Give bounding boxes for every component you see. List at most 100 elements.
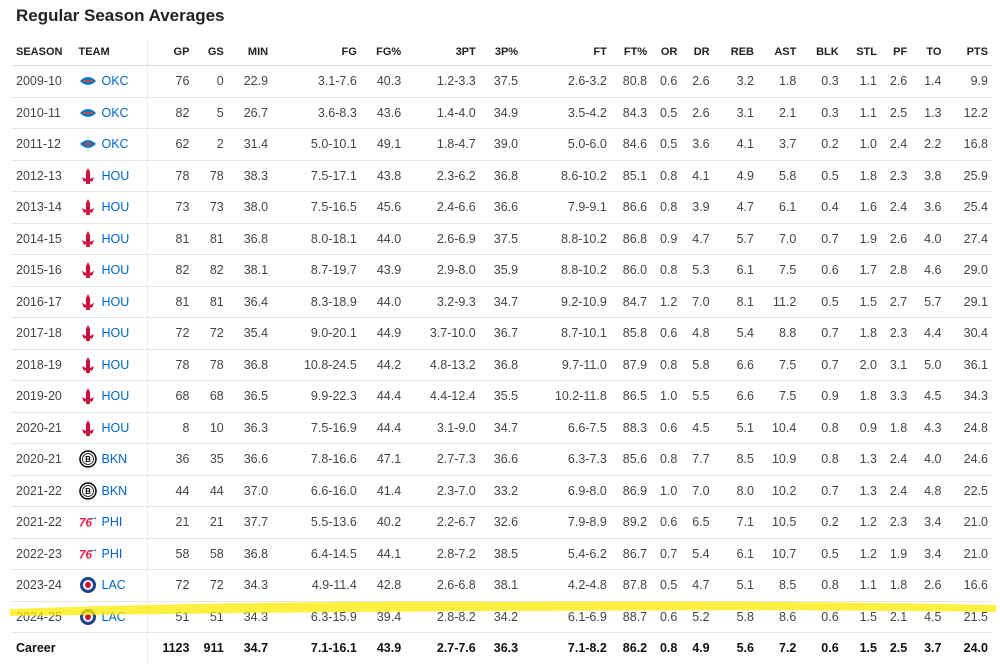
team-link[interactable]: OKC bbox=[101, 105, 129, 120]
stl-cell: 1.8 bbox=[842, 317, 881, 350]
team-link[interactable]: PHI bbox=[101, 515, 123, 530]
svg-text:76: 76 bbox=[79, 517, 93, 530]
svg-text:76: 76 bbox=[79, 548, 93, 561]
team-cell: HOU bbox=[74, 317, 148, 350]
team-link[interactable]: HOU bbox=[101, 168, 130, 183]
gs-cell: 68 bbox=[193, 380, 228, 413]
team-link[interactable]: HOU bbox=[101, 294, 130, 309]
reb-cell: 8.5 bbox=[713, 443, 758, 476]
gs-cell: 44 bbox=[193, 475, 228, 507]
blk-cell: 0.7 bbox=[800, 223, 843, 255]
stl-cell: 1.9 bbox=[842, 223, 881, 255]
reb-cell: 5.1 bbox=[713, 412, 758, 444]
season-cell: 2023-24 bbox=[12, 569, 75, 602]
team-link[interactable]: BKN bbox=[101, 452, 128, 467]
dr-cell: 5.3 bbox=[681, 254, 714, 287]
ft-cell: 7.9-8.9 bbox=[522, 506, 611, 539]
career-gp-cell: 1123 bbox=[162, 641, 190, 656]
dr-cell: 3.9 bbox=[681, 191, 714, 224]
fg-cell: 6.6-16.0 bbox=[272, 475, 361, 507]
team-link[interactable]: HOU bbox=[101, 389, 130, 404]
or-cell: 0.9 bbox=[651, 223, 682, 255]
tpt-cell: 4.8-13.2 bbox=[405, 349, 480, 381]
team-link[interactable]: OKC bbox=[101, 137, 129, 152]
stl-cell: 1.1 bbox=[842, 97, 881, 129]
gs-cell: 10 bbox=[193, 412, 228, 444]
dr-cell: 4.5 bbox=[681, 412, 714, 444]
team-cell: HOU bbox=[74, 223, 148, 255]
team-link[interactable]: HOU bbox=[101, 231, 130, 246]
gp-cell: 72 bbox=[147, 317, 194, 350]
team-link[interactable]: LAC bbox=[101, 609, 126, 624]
table-row: 2021-22 B BKN 44 44 37.0 6.6-16.0 41.4 2.3-7.0 33… bbox=[12, 475, 992, 507]
gp-cell: 76 bbox=[147, 65, 194, 98]
ftp-cell: 88.3 bbox=[610, 412, 652, 444]
tpt-cell: 4.4-12.4 bbox=[405, 380, 480, 413]
ft-cell: 8.8-10.2 bbox=[522, 223, 611, 255]
ftp-cell: 85.1 bbox=[610, 160, 652, 192]
season-cell: 2009-10 bbox=[12, 65, 75, 98]
lac-logo-icon bbox=[79, 608, 97, 626]
reb-cell: 5.8 bbox=[713, 601, 758, 633]
tpp-cell: 33.2 bbox=[479, 475, 523, 507]
table-row: 2023-24 LAC 72 72 34.3 4.9-11.4 42.8 2.6-6.8 38.… bbox=[12, 569, 992, 602]
or-cell: 0.5 bbox=[651, 128, 682, 161]
career-row: Career 1123 911 34.7 7.1-16.1 43.9 2.7-7.6 36.3… bbox=[12, 632, 992, 664]
season-cell: 2021-22 bbox=[12, 475, 75, 507]
or-cell: 0.6 bbox=[651, 317, 682, 350]
gs-cell: 72 bbox=[193, 569, 228, 602]
season-cell: 2019-20 bbox=[12, 380, 75, 413]
pts-cell: 24.6 bbox=[945, 443, 992, 476]
header-row: SEASON TEAM GP GS MIN FG FG% 3PT 3P% FT … bbox=[12, 38, 992, 66]
team-link[interactable]: HOU bbox=[101, 326, 130, 341]
fgp-cell: 47.1 bbox=[360, 443, 406, 476]
career-tpt-cell: 2.7-7.6 bbox=[436, 641, 476, 656]
career-stl-cell: 1.5 bbox=[859, 641, 877, 656]
stl-cell: 2.0 bbox=[842, 349, 881, 381]
tpt-cell: 1.4-4.0 bbox=[405, 97, 480, 129]
tpt-cell: 2.4-6.6 bbox=[405, 191, 480, 224]
team-link[interactable]: HOU bbox=[101, 357, 130, 372]
ftp-cell: 86.9 bbox=[610, 475, 652, 507]
reb-cell: 6.1 bbox=[713, 538, 758, 570]
team-link[interactable]: OKC bbox=[101, 74, 129, 89]
career-fgp-cell: 43.9 bbox=[376, 641, 402, 656]
min-cell: 36.8 bbox=[227, 349, 273, 381]
team-link[interactable]: HOU bbox=[101, 420, 130, 435]
stl-cell: 1.3 bbox=[842, 475, 881, 507]
pf-cell: 2.6 bbox=[880, 223, 912, 255]
col-gp: GP bbox=[147, 38, 194, 66]
col-stl: STL bbox=[842, 38, 881, 66]
min-cell: 37.0 bbox=[227, 475, 273, 507]
pts-cell: 34.3 bbox=[945, 380, 992, 413]
team-link[interactable]: BKN bbox=[101, 483, 128, 498]
ftp-cell: 85.6 bbox=[610, 443, 652, 476]
career-to-cell: 3.7 bbox=[924, 641, 942, 656]
fgp-cell: 41.4 bbox=[360, 475, 406, 507]
team-link[interactable]: HOU bbox=[101, 200, 130, 215]
pf-cell: 2.3 bbox=[880, 160, 912, 192]
ft-cell: 2.6-3.2 bbox=[522, 65, 611, 98]
ftp-cell: 86.5 bbox=[610, 380, 652, 413]
team-link[interactable]: HOU bbox=[101, 263, 130, 278]
blk-cell: 0.7 bbox=[800, 475, 843, 507]
min-cell: 37.7 bbox=[227, 506, 273, 539]
pf-cell: 2.4 bbox=[880, 128, 912, 161]
gp-cell: 62 bbox=[147, 128, 194, 161]
fg-cell: 4.9-11.4 bbox=[272, 569, 361, 602]
season-cell: 2014-15 bbox=[12, 223, 75, 255]
pts-cell: 22.5 bbox=[945, 475, 992, 507]
career-label: Career bbox=[16, 641, 56, 656]
gp-cell: 82 bbox=[147, 254, 194, 287]
gs-cell: 0 bbox=[193, 65, 228, 98]
ft-cell: 8.7-10.1 bbox=[522, 317, 611, 350]
career-ast-cell: 7.2 bbox=[778, 641, 797, 656]
team-link[interactable]: PHI bbox=[101, 546, 123, 561]
tpp-cell: 34.2 bbox=[479, 601, 523, 633]
blk-cell: 0.6 bbox=[800, 254, 843, 287]
blk-cell: 0.8 bbox=[800, 412, 843, 444]
fg-cell: 6.3-15.9 bbox=[272, 601, 361, 633]
team-link[interactable]: LAC bbox=[101, 578, 126, 593]
col-pf: PF bbox=[880, 38, 912, 66]
col-fg: FG bbox=[272, 38, 361, 66]
